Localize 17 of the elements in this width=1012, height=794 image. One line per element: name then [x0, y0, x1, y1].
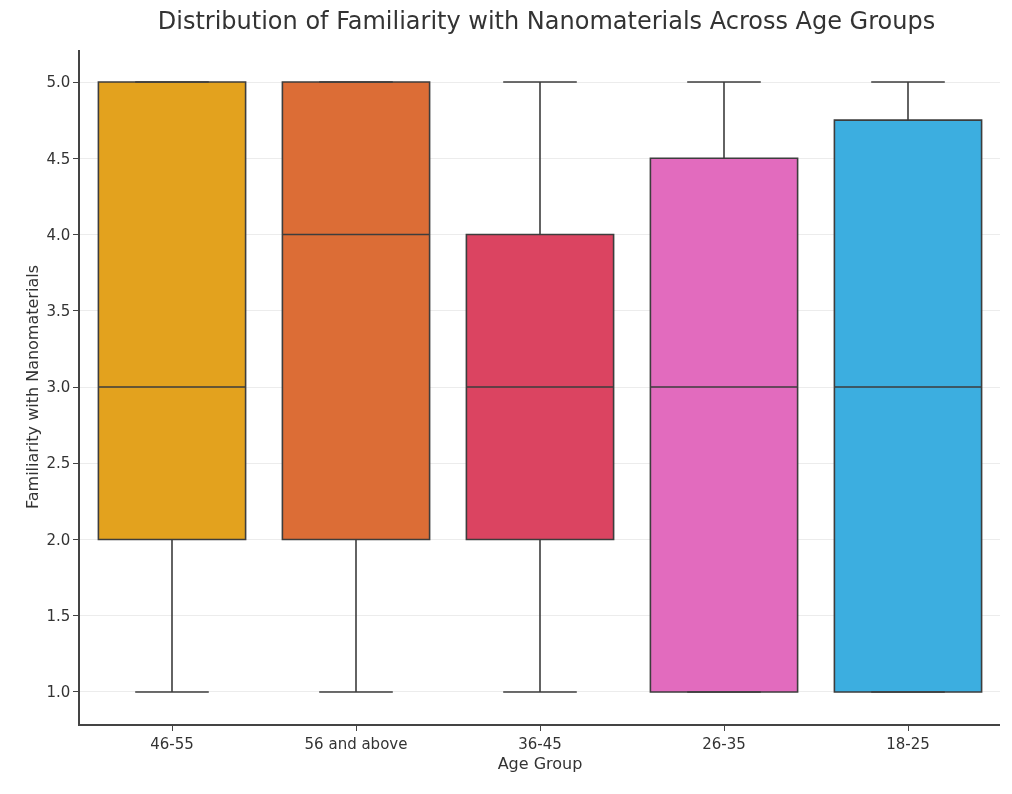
- x-tick-label: 18-25: [886, 734, 930, 753]
- y-axis-title: Familiarity with Nanomaterials: [22, 265, 42, 509]
- x-tick-label: 36-45: [518, 734, 562, 753]
- chart-title: Distribution of Familiarity with Nanomaterials Across Age Groups: [157, 6, 936, 35]
- y-tick-label: 2.0: [46, 530, 71, 549]
- y-tick-label: 1.0: [46, 683, 71, 702]
- y-tick-label: 1.5: [46, 606, 71, 625]
- y-tick-label: 5.0: [46, 73, 71, 92]
- y-tick-label: 4.0: [46, 225, 71, 244]
- y-tick-label: 3.0: [46, 378, 71, 397]
- x-axis-title: Age Group: [497, 753, 583, 773]
- y-tick-label: 2.5: [46, 454, 71, 473]
- x-tick-label: 46-55: [150, 734, 194, 753]
- x-tick-label: 56 and above: [304, 734, 408, 753]
- x-tick-label: 26-35: [702, 734, 746, 753]
- y-tick-label: 4.5: [46, 149, 71, 168]
- y-tick-label: 3.5: [46, 302, 71, 321]
